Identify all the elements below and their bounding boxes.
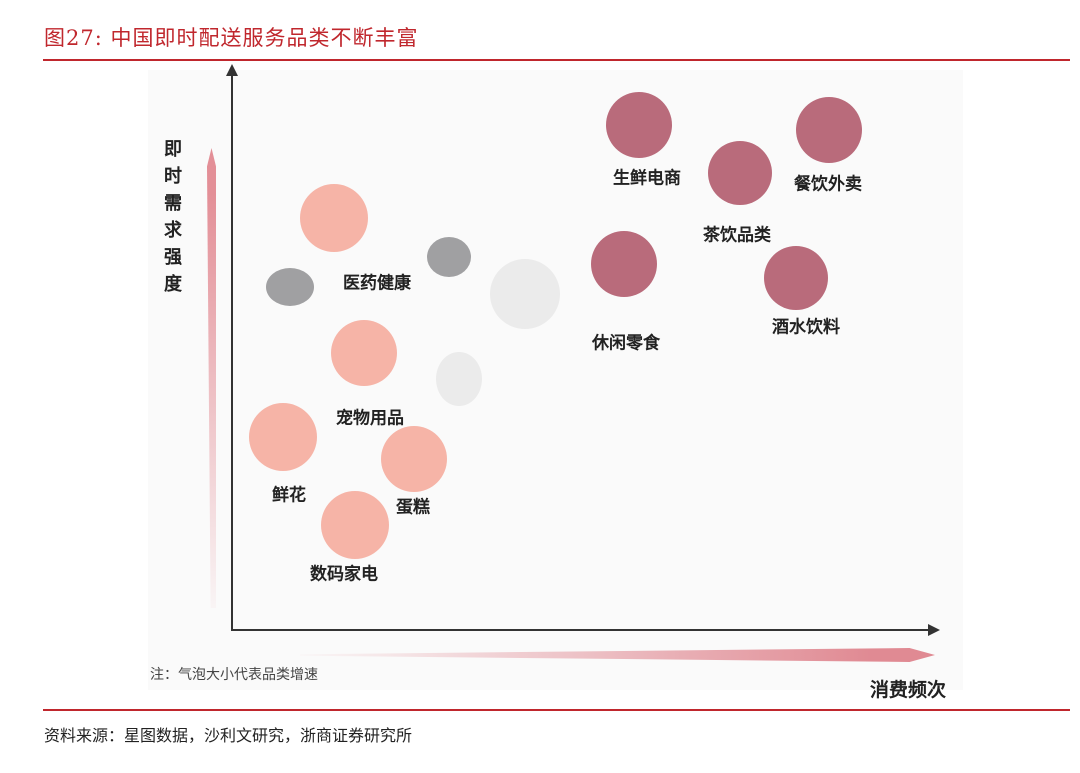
- bubble-label: 宠物用品: [336, 408, 404, 429]
- title-rule: [43, 59, 1070, 61]
- x-axis-arrow-icon: [928, 624, 940, 636]
- bubble-high: [591, 231, 657, 297]
- bubble-label: 数码家电: [310, 564, 378, 585]
- bubble-gray: [266, 268, 314, 306]
- bubble-label: 餐饮外卖: [794, 174, 862, 195]
- bubble-label: 酒水饮料: [772, 317, 840, 338]
- figure-title: 图27: 中国即时配送服务品类不断丰富: [44, 26, 419, 50]
- y-axis-label: 即时需求强度: [164, 139, 182, 295]
- bubble-high: [796, 97, 862, 163]
- bubble-label: 蛋糕: [396, 497, 430, 518]
- bubble-label: 茶饮品类: [703, 225, 771, 246]
- bubble-low: [249, 403, 317, 471]
- x-axis-label: 消费频次: [870, 679, 947, 701]
- bubble-label: 鲜花: [272, 485, 306, 506]
- y-gradient-arrow: [207, 148, 216, 608]
- plot-area: [148, 70, 963, 690]
- bubble-low: [300, 184, 368, 252]
- bubble-high: [606, 92, 672, 158]
- bubble-label: 医药健康: [343, 273, 411, 294]
- bubble-low: [381, 426, 447, 492]
- bubble-high: [764, 246, 828, 310]
- note: 注：气泡大小代表品类增速: [150, 667, 318, 683]
- bubble-light: [436, 352, 482, 406]
- bubble-light: [490, 259, 560, 329]
- y-axis: [231, 74, 233, 631]
- bubble-label: 休闲零食: [592, 333, 660, 354]
- bubble-gray: [427, 237, 471, 277]
- bubble-label: 生鲜电商: [613, 168, 681, 189]
- bubble-low: [331, 320, 397, 386]
- source-rule: [43, 709, 1070, 711]
- bubble-low: [321, 491, 389, 559]
- y-axis-arrow-icon: [226, 64, 238, 76]
- x-axis: [231, 629, 931, 631]
- source: 资料来源：星图数据，沙利文研究，浙商证券研究所: [44, 726, 413, 745]
- bubble-high: [708, 141, 772, 205]
